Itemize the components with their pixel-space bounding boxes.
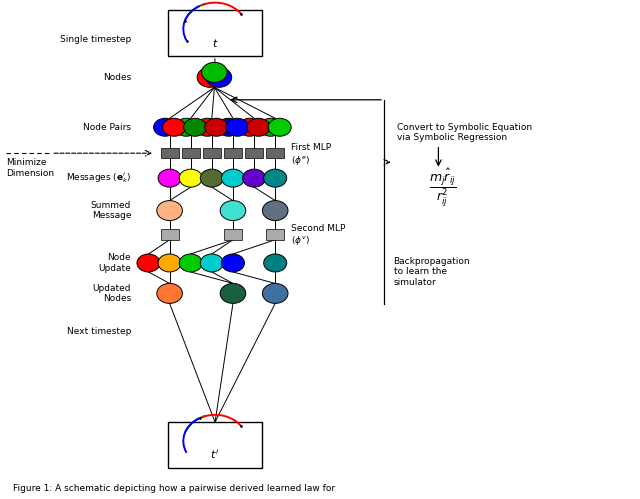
Circle shape (259, 118, 282, 136)
Circle shape (179, 169, 202, 187)
Text: Second MLP
($\phi^v$): Second MLP ($\phi^v$) (291, 224, 346, 248)
Bar (224, 229, 242, 240)
Text: Backpropagation
to learn the
simulator: Backpropagation to learn the simulator (394, 257, 470, 287)
Circle shape (264, 169, 287, 187)
Bar (266, 229, 284, 240)
Circle shape (226, 118, 249, 136)
Text: $t'$: $t'$ (211, 448, 220, 461)
Circle shape (197, 67, 223, 87)
Circle shape (268, 118, 291, 136)
Circle shape (137, 254, 160, 272)
Text: Single timestep: Single timestep (60, 35, 131, 44)
Circle shape (184, 118, 207, 136)
Circle shape (221, 254, 244, 272)
Bar (182, 148, 200, 159)
Text: Next timestep: Next timestep (67, 327, 131, 336)
Circle shape (262, 283, 288, 303)
Text: Summed
Message: Summed Message (91, 201, 131, 220)
Bar (245, 148, 263, 159)
Text: Minimize
Dimension: Minimize Dimension (6, 159, 54, 178)
Circle shape (221, 169, 244, 187)
Circle shape (205, 118, 228, 136)
Circle shape (243, 169, 266, 187)
Circle shape (158, 169, 181, 187)
Text: Updated
Nodes: Updated Nodes (93, 284, 131, 303)
Bar (168, 10, 262, 56)
Text: Figure 1: A schematic depicting how a pairwise derived learned law for: Figure 1: A schematic depicting how a pa… (13, 484, 335, 493)
Circle shape (217, 118, 240, 136)
Bar (203, 148, 221, 159)
Bar (266, 148, 284, 159)
Circle shape (262, 201, 288, 221)
Bar (168, 422, 262, 468)
Text: Node Pairs: Node Pairs (83, 123, 131, 132)
Circle shape (157, 201, 182, 221)
Circle shape (206, 67, 232, 87)
Circle shape (158, 254, 181, 272)
Circle shape (200, 254, 223, 272)
Circle shape (202, 62, 227, 82)
Circle shape (264, 254, 287, 272)
Circle shape (200, 169, 223, 187)
Circle shape (238, 118, 261, 136)
Circle shape (157, 283, 182, 303)
Text: Nodes: Nodes (103, 73, 131, 82)
Text: Node
Update: Node Update (99, 253, 131, 272)
Text: Messages ($\mathbf{e}_k^{\prime}$): Messages ($\mathbf{e}_k^{\prime}$) (66, 171, 131, 185)
Text: $\dfrac{m_j \hat{r}_{ij}}{r_{ij}^2}$: $\dfrac{m_j \hat{r}_{ij}}{r_{ij}^2}$ (429, 166, 456, 208)
Bar (161, 229, 179, 240)
Circle shape (179, 254, 202, 272)
Circle shape (175, 118, 198, 136)
Bar (161, 148, 179, 159)
Text: $t$: $t$ (212, 37, 218, 49)
Circle shape (196, 118, 219, 136)
Text: Convert to Symbolic Equation
via Symbolic Regression: Convert to Symbolic Equation via Symboli… (397, 123, 532, 142)
Circle shape (163, 118, 186, 136)
Circle shape (220, 283, 246, 303)
Text: First MLP
($\phi^e$): First MLP ($\phi^e$) (291, 143, 332, 167)
Bar (224, 148, 242, 159)
Circle shape (247, 118, 270, 136)
Circle shape (220, 201, 246, 221)
Circle shape (154, 118, 177, 136)
